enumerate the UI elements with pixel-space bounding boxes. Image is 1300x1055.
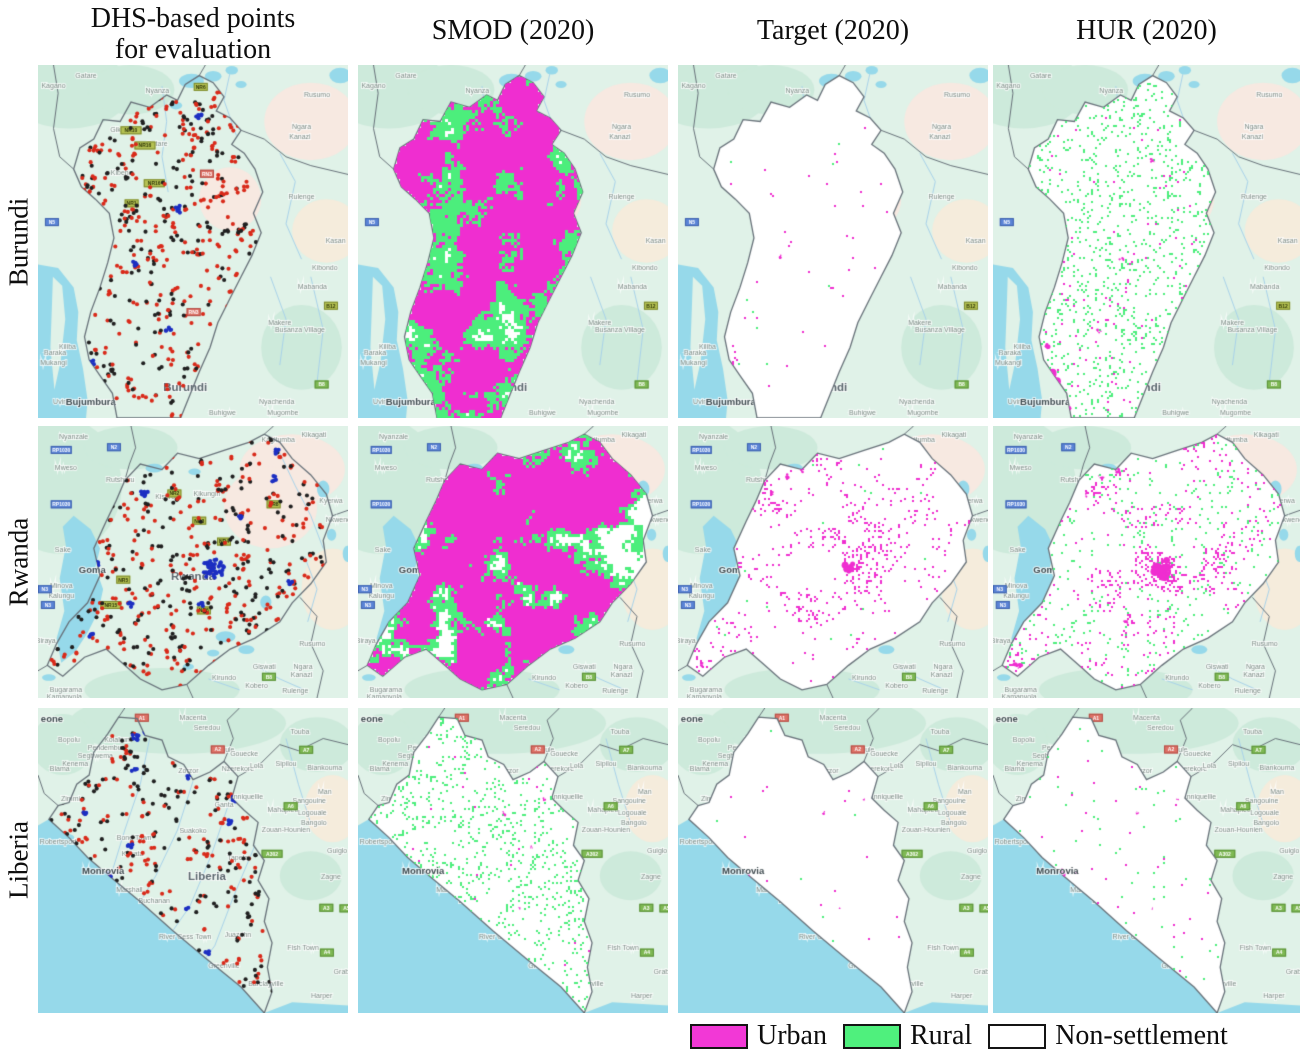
map-panel-burundi-hur [993,65,1300,418]
column-title-dhs-points: DHS-based points for evaluation [90,3,296,66]
urban-swatch [690,1023,748,1049]
map-panel-rwanda-hur [993,426,1300,698]
column-title-smod: SMOD (2020) [431,15,595,46]
non-settlement-swatch [988,1023,1047,1049]
map-panel-rwanda-target [678,426,988,698]
column-title-hur: HUR (2020) [1076,15,1217,46]
map-panel-liberia-smod [358,708,668,1013]
legend-label-urban: Urban [757,1020,827,1051]
row-label-liberia: Liberia [3,821,34,899]
row-label-burundi: Burundi [3,197,34,287]
legend-label-non-settlement: Non-settlement [1055,1020,1228,1051]
map-panel-rwanda-dhs-points [38,426,348,698]
map-panel-liberia-dhs-points [38,708,348,1013]
map-panel-burundi-dhs-points [38,65,348,418]
legend-label-rural: Rural [909,1020,973,1051]
legend-item-non-settlement: Non-settlement [988,1020,1228,1052]
legend-item-rural: Rural [842,1020,973,1052]
map-panel-burundi-target [678,65,988,418]
legend-item-urban: Urban [690,1020,827,1052]
rural-swatch [842,1023,901,1049]
map-panel-liberia-target [678,708,988,1013]
legend: Urban Rural Non-settlement [690,1017,1228,1055]
row-label-rwanda: Rwanda [3,517,34,607]
map-panel-rwanda-smod [358,426,668,698]
map-panel-burundi-smod [358,65,668,418]
column-title-target: Target (2020) [756,15,910,46]
map-panel-liberia-hur [993,708,1300,1013]
